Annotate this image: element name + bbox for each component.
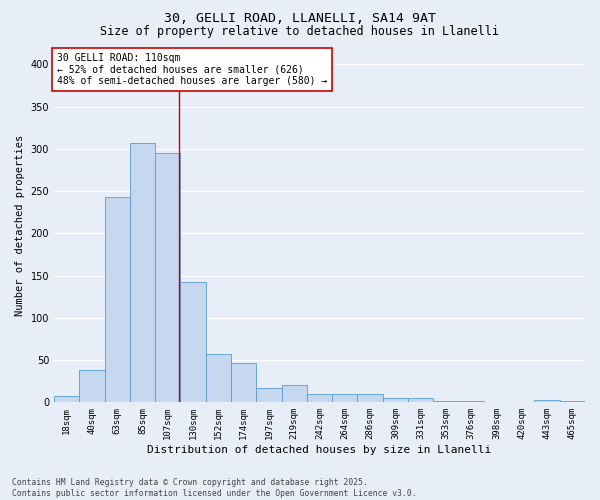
Bar [458,400,484,402]
Bar [383,398,408,402]
Bar [332,394,358,402]
Bar [307,394,332,402]
Y-axis label: Number of detached properties: Number of detached properties [15,134,25,316]
Text: Size of property relative to detached houses in Llanelli: Size of property relative to detached ho… [101,25,499,38]
Bar [560,400,585,402]
Bar [535,400,560,402]
Bar [206,354,231,403]
Bar [281,386,307,402]
Bar [181,282,206,403]
Text: 30, GELLI ROAD, LLANELLI, SA14 9AT: 30, GELLI ROAD, LLANELLI, SA14 9AT [164,12,436,26]
X-axis label: Distribution of detached houses by size in Llanelli: Distribution of detached houses by size … [148,445,491,455]
Bar [130,143,155,403]
Bar [231,362,256,403]
Bar [358,394,383,402]
Bar [54,396,79,402]
Bar [79,370,104,402]
Bar [104,197,130,402]
Text: 30 GELLI ROAD: 110sqm
← 52% of detached houses are smaller (626)
48% of semi-det: 30 GELLI ROAD: 110sqm ← 52% of detached … [56,53,327,86]
Bar [155,153,181,402]
Text: Contains HM Land Registry data © Crown copyright and database right 2025.
Contai: Contains HM Land Registry data © Crown c… [12,478,416,498]
Bar [433,400,458,402]
Bar [408,398,433,402]
Bar [256,388,281,402]
